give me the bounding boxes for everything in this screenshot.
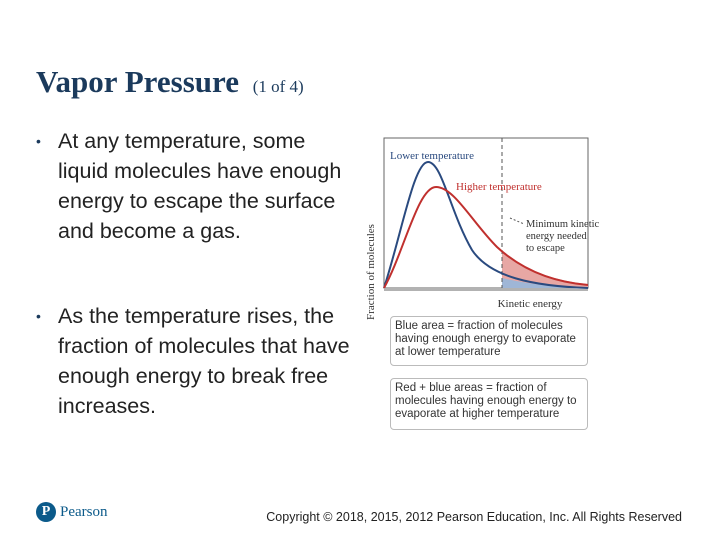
title-text: Vapor Pressure xyxy=(36,64,239,99)
copyright-text: Copyright © 2018, 2015, 2012 Pearson Edu… xyxy=(266,510,682,524)
minimum-label-line-2: energy needed xyxy=(526,231,587,242)
lower-temperature-label: Lower temperature xyxy=(390,150,474,162)
minimum-label-line-1: Minimum kinetic xyxy=(526,219,600,230)
higher-temperature-curve xyxy=(383,185,589,289)
minimum-label-pointer xyxy=(509,217,525,225)
pearson-logo: P Pearson xyxy=(36,502,108,522)
bullet-1: • At any temperature, some liquid molecu… xyxy=(36,126,356,246)
plot-frame xyxy=(383,137,589,289)
x-axis-label: Kinetic energy xyxy=(498,298,563,310)
red-area xyxy=(502,252,588,288)
energy-distribution-figure: Fraction of molecules Lower temperature … xyxy=(365,137,600,320)
pearson-name: Pearson xyxy=(60,503,108,520)
higher-temperature-label: Higher temperature xyxy=(456,181,542,193)
bullet-text: At any temperature, some liquid molecule… xyxy=(58,129,342,243)
bullet-2: • As the temperature rises, the fraction… xyxy=(36,301,356,421)
y-axis-label: Fraction of molecules xyxy=(365,224,377,320)
bullet-dot: • xyxy=(36,133,41,149)
pearson-icon: P xyxy=(36,502,56,522)
bullet-text: As the temperature rises, the fraction o… xyxy=(58,304,350,418)
red-area-caption: Red + blue areas = fraction of molecules… xyxy=(390,378,588,430)
minimum-label-line-3: to escape xyxy=(526,243,565,254)
title-suffix: (1 of 4) xyxy=(252,77,304,96)
bullet-dot: • xyxy=(36,308,41,324)
blue-area-caption: Blue area = fraction of molecules having… xyxy=(390,316,588,366)
blue-area xyxy=(502,278,588,288)
slide-title: Vapor Pressure (1 of 4) xyxy=(36,64,304,100)
